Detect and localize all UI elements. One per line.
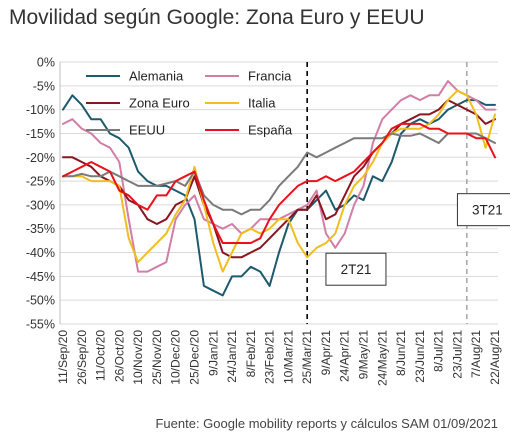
- legend-label: Francia: [248, 69, 292, 84]
- x-tick-label: 25/Nov/20: [150, 330, 164, 385]
- annotation-label: 3T21: [472, 203, 503, 218]
- x-tick-label: 9/May/21: [357, 330, 371, 380]
- series-line-zona-euro: [62, 99, 496, 259]
- x-tick-label: 7/Aug/21: [469, 330, 483, 378]
- series-line-alemania: [62, 94, 496, 297]
- legend-label: Italia: [248, 96, 276, 111]
- x-tick-label: 25/Dec/20: [187, 330, 201, 385]
- x-tick-label: 26/Oct/20: [112, 330, 126, 382]
- annotation-box: [325, 252, 387, 286]
- x-tick-label: 24/Jan/21: [225, 330, 239, 383]
- y-tick-label: -50%: [26, 294, 55, 308]
- chart-svg: 0% -5% -10% -15% -20% -25% -30% -35% -40% -45% -50…: [26, 56, 510, 386]
- y-tick-label: -55%: [26, 318, 55, 332]
- x-tick-label: 9/Apr/21: [319, 330, 333, 376]
- grid: [59, 61, 498, 325]
- x-tick-label: 10/Mar/21: [281, 330, 295, 384]
- chart-source: Fuente: Google mobility reports y cálcul…: [155, 416, 498, 431]
- x-tick-label: 24/Apr/21: [338, 330, 352, 382]
- x-tick-label: 23/Jun/21: [413, 330, 427, 383]
- x-tick-label: 23/Jul/21: [450, 330, 464, 379]
- chart-title: Movilidad según Google: Zona Euro y EEUU: [9, 6, 425, 29]
- x-tick-label: 9/Jan/21: [206, 330, 220, 376]
- annotation-box: [456, 193, 510, 227]
- y-tick-labels: 0% -5% -10% -15% -20% -25% -30% -35% -40% -45% -50…: [26, 56, 55, 332]
- y-tick-label: -5%: [33, 79, 55, 93]
- y-tick-label: -35%: [26, 222, 55, 236]
- y-tick-label: -25%: [26, 175, 55, 189]
- y-tick-label: -10%: [26, 103, 55, 117]
- x-tick-label: 8/Jul/21: [432, 330, 446, 372]
- annotations: 2T21 3T21: [325, 193, 510, 286]
- legend: Alemania Francia Zona Euro Italia EEUU España: [86, 69, 293, 138]
- y-tick-label: -45%: [26, 270, 55, 284]
- annotation-label: 2T21: [341, 262, 372, 277]
- x-tick-label: 24/May/21: [375, 330, 389, 386]
- series-lines: [62, 80, 496, 297]
- series-line-italia: [62, 89, 496, 273]
- x-tick-label: 8/Feb/21: [244, 330, 258, 378]
- x-tick-label: 11/Oct/20: [94, 330, 108, 381]
- series-line-eeuu: [62, 132, 496, 216]
- quarter-markers: [306, 62, 468, 324]
- y-tick-label: -40%: [26, 246, 55, 260]
- legend-label: Alemania: [129, 69, 184, 84]
- x-tick-label: 26/Sep/20: [75, 330, 89, 385]
- x-tick-label: 25/Mar/21: [300, 330, 314, 384]
- x-tick-label: 22/Aug/21: [488, 330, 502, 385]
- y-tick-label: 0%: [37, 56, 55, 70]
- series-line-espana: [62, 122, 496, 244]
- y-tick-label: -20%: [26, 151, 55, 165]
- x-tick-label: 10/Nov/20: [131, 330, 145, 385]
- x-tick-label: 10/Dec/20: [169, 330, 183, 385]
- x-tick-label: 8/Jun/21: [394, 330, 408, 376]
- x-tick-label: 23/Feb/21: [263, 330, 277, 384]
- y-tick-label: -15%: [26, 127, 55, 141]
- x-tick-label: 11/Sep/20: [56, 330, 70, 384]
- legend-label: EEUU: [129, 123, 165, 138]
- x-tick-labels: 11/Sep/20 26/Sep/20 11/Oct/20 26/Oct/20 10/N…: [56, 330, 502, 386]
- y-tick-label: -30%: [26, 198, 55, 212]
- legend-label: Zona Euro: [129, 96, 190, 111]
- legend-label: España: [248, 123, 293, 138]
